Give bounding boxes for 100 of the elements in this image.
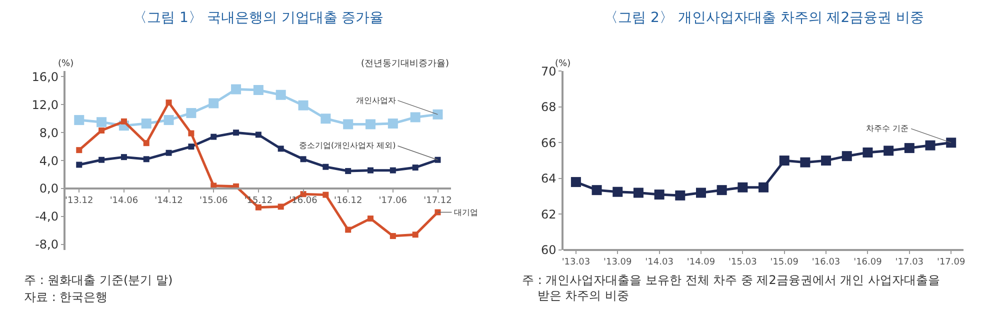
point xyxy=(322,164,329,170)
point xyxy=(343,119,354,130)
point xyxy=(233,130,240,136)
point xyxy=(368,167,374,174)
point xyxy=(738,182,748,192)
text: 주 : 개인사업자대출을 보유한 전체 차주 중 제2금융권에서 개인 사업자대출을 받은 차주의 비중 xyxy=(522,273,940,303)
point xyxy=(633,188,644,198)
point xyxy=(821,156,832,166)
point xyxy=(412,164,418,171)
point xyxy=(946,138,956,148)
x-tick-label: '16.09 xyxy=(854,258,882,268)
x-tick-label: '15.03 xyxy=(728,258,757,268)
point xyxy=(390,167,396,174)
point xyxy=(278,204,284,210)
y-tick-label: 12,0 xyxy=(32,98,59,112)
y-tick-label: 62 xyxy=(541,207,556,222)
x-tick-label: '14.06 xyxy=(110,196,138,206)
point xyxy=(166,100,172,106)
point xyxy=(366,119,376,130)
point xyxy=(231,84,242,94)
point xyxy=(188,130,194,136)
point xyxy=(434,156,441,163)
point xyxy=(96,117,107,128)
point xyxy=(345,226,352,233)
point xyxy=(300,156,306,162)
y-tick-label: 66 xyxy=(541,136,556,150)
x-tick-label: '13.03 xyxy=(562,258,590,268)
point xyxy=(186,108,196,118)
point xyxy=(654,190,664,200)
point xyxy=(779,156,790,166)
point xyxy=(345,168,352,174)
point xyxy=(862,148,873,158)
point xyxy=(592,185,602,196)
y-tick-label: 60 xyxy=(541,243,556,258)
point xyxy=(255,132,262,138)
x-tick-label: '17.06 xyxy=(378,196,408,206)
point xyxy=(388,118,398,129)
x-tick-label: '16.03 xyxy=(812,258,840,268)
y-tick-label: -8,0 xyxy=(35,238,59,252)
point xyxy=(758,182,769,192)
point xyxy=(298,100,308,110)
text: 주 : 원화대출 기준(분기 말) xyxy=(24,273,173,287)
point xyxy=(322,192,329,198)
x-tick-label: '17.09 xyxy=(936,258,966,268)
y-tick-label: 70 xyxy=(541,64,556,78)
point xyxy=(434,209,441,216)
y-tick-label: -4,0 xyxy=(35,210,59,224)
x-tick-label: '16.12 xyxy=(334,196,362,206)
x-tick-label: '16.06 xyxy=(289,196,318,206)
point xyxy=(166,150,172,156)
x-tick-label: '17.12 xyxy=(424,196,452,206)
chart-title: 〈그림 2〉 개인사업자대출 차주의 제2금융권 비중 xyxy=(604,10,924,26)
point xyxy=(141,118,152,129)
point xyxy=(278,146,284,152)
point xyxy=(143,156,150,162)
point xyxy=(253,84,264,95)
point xyxy=(208,98,219,108)
point xyxy=(925,140,936,150)
point xyxy=(276,90,286,100)
x-tick-label: '13.12 xyxy=(65,196,94,206)
point xyxy=(143,140,150,146)
series-label: 중소기업(개인사업자 제외) xyxy=(299,141,396,150)
point xyxy=(884,146,894,156)
point xyxy=(390,233,396,240)
chart-subtitle: (전년동기대비증가율) xyxy=(361,59,450,69)
y-tick-label: 4,0 xyxy=(39,154,59,168)
x-tick-label: '14.03 xyxy=(645,258,674,268)
y-tick-label: 64 xyxy=(541,172,556,186)
x-tick-label: '15.09 xyxy=(770,258,799,268)
x-tick-label: '14.09 xyxy=(686,258,716,268)
series-label: 차주수 기준 xyxy=(866,124,909,133)
point xyxy=(210,134,217,140)
x-tick-label: '17.03 xyxy=(895,258,924,268)
point xyxy=(800,157,810,168)
text: 자료 : 한국은행 xyxy=(24,290,108,304)
point xyxy=(76,147,82,154)
x-tick-label: '14.12 xyxy=(154,196,183,206)
point xyxy=(904,143,914,154)
point xyxy=(74,115,84,126)
point xyxy=(188,144,194,150)
series-label: 개인사업자 xyxy=(356,96,396,105)
y-tick-label: 8,0 xyxy=(39,126,59,140)
y-tick-label: 0,0 xyxy=(39,182,59,196)
point xyxy=(412,232,418,238)
y-axis-title: (%) xyxy=(555,59,571,69)
point xyxy=(120,154,127,160)
point xyxy=(164,115,174,126)
point xyxy=(98,156,105,163)
x-tick-label: '15.06 xyxy=(199,196,228,206)
chart-title: 〈그림 1〉 국내은행의 기업대출 증가율 xyxy=(133,10,384,26)
point xyxy=(570,177,581,188)
point xyxy=(612,186,623,197)
point xyxy=(120,118,127,124)
y-axis-title: (%) xyxy=(58,59,74,69)
point xyxy=(696,188,706,198)
point xyxy=(410,112,420,122)
point xyxy=(320,114,331,124)
point xyxy=(842,151,852,162)
point xyxy=(675,190,686,200)
point xyxy=(368,216,374,222)
